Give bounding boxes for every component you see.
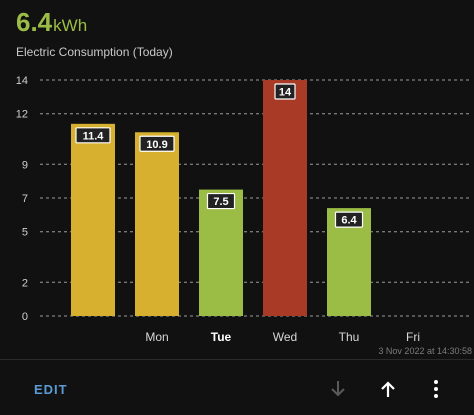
y-tick-label: 5 (22, 227, 28, 239)
bar (263, 80, 307, 316)
data-label: 14 (279, 87, 292, 99)
arrow-up-icon[interactable] (376, 377, 400, 401)
bar (135, 132, 179, 316)
edit-button[interactable]: EDIT (34, 382, 68, 397)
x-tick-label: Fri (406, 330, 420, 344)
data-label: 7.5 (213, 196, 228, 208)
data-label: 6.4 (341, 215, 357, 227)
value-row: 6.4kWh (16, 6, 173, 43)
bar-chart: 0 2 5 7 9 12 14 11.4 10.9 7.5 14 6.4 Mon Tue Wed Thu Fri (16, 75, 469, 344)
data-label-box (274, 83, 296, 100)
data-label: 10.9 (146, 139, 167, 151)
value-unit: kWh (53, 16, 88, 35)
y-tick-label: 0 (22, 311, 28, 323)
y-tick-label: 2 (22, 277, 28, 289)
arrow-down-icon[interactable] (326, 377, 350, 401)
x-tick-label: Wed (273, 330, 297, 344)
data-label-box (334, 211, 364, 228)
bar (71, 123, 115, 316)
more-vert-icon[interactable] (424, 377, 448, 401)
bar (199, 189, 243, 316)
y-tick-label: 7 (22, 193, 28, 205)
x-tick-label: Mon (145, 330, 168, 344)
current-value: 6.4 (16, 7, 53, 37)
last-updated-timestamp: 3 Nov 2022 at 14:30:58 (378, 346, 472, 356)
data-label-box (75, 127, 111, 144)
data-label-box (206, 192, 236, 210)
y-tick-label: 14 (16, 75, 28, 87)
chart-subtitle: Electric Consumption (Today) (16, 45, 173, 59)
card-footer: EDIT (0, 360, 474, 415)
x-tick-label: Thu (339, 330, 360, 344)
data-label-box (139, 135, 175, 152)
footer-divider (0, 359, 474, 360)
y-tick-label: 9 (22, 159, 28, 171)
data-label: 11.4 (83, 130, 105, 142)
y-tick-label: 12 (16, 109, 28, 121)
x-tick-label: Tue (211, 330, 232, 344)
header: 6.4kWh Electric Consumption (Today) (16, 6, 173, 59)
